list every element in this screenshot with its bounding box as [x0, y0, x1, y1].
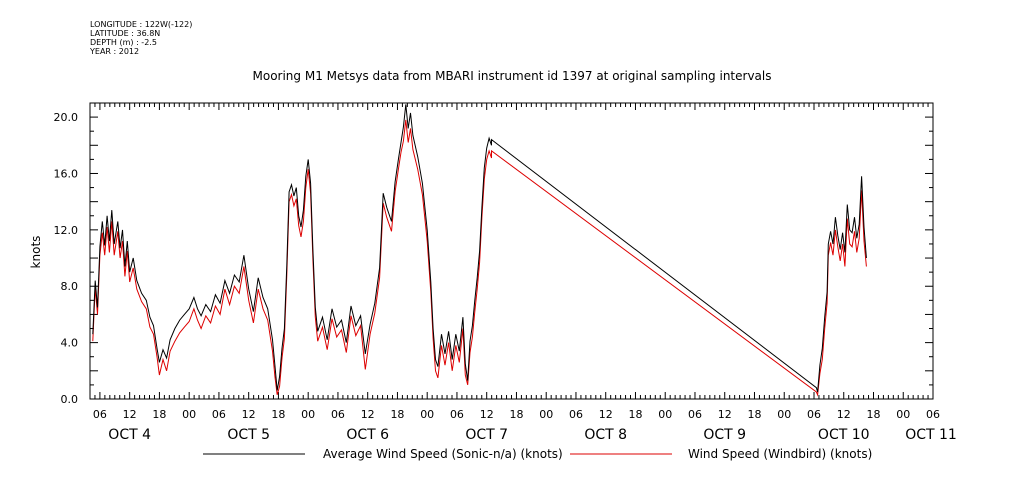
- x-hour-label: 06: [450, 408, 464, 421]
- x-hour-label: 00: [658, 408, 672, 421]
- x-day-label: OCT 6: [346, 427, 389, 443]
- y-tick-label: 16.0: [54, 167, 79, 180]
- depth-label: DEPTH (m) : -2.5: [90, 38, 157, 47]
- x-hour-label: 18: [747, 408, 761, 421]
- x-hour-label: 00: [182, 408, 196, 421]
- x-hour-label: 06: [926, 408, 940, 421]
- x-hour-label: 00: [896, 408, 910, 421]
- metadata-block: LONGITUDE : 122W(-122) LATITUDE : 36.8N …: [90, 20, 192, 56]
- x-hour-label: 06: [807, 408, 821, 421]
- latitude-label: LATITUDE : 36.8N: [90, 29, 161, 38]
- x-day-label: OCT 5: [227, 427, 270, 443]
- y-tick-labels: 0.0 4.0 8.0 12.0 16.0 20.0: [54, 111, 79, 406]
- x-hour-label: 18: [271, 408, 285, 421]
- plot-frame: [89, 102, 934, 400]
- x-day-label: OCT 9: [703, 427, 746, 443]
- x-hour-label: 12: [837, 408, 851, 421]
- x-hour-label: 00: [539, 408, 553, 421]
- x-hour-label: 12: [123, 408, 137, 421]
- x-hour-label: 18: [866, 408, 880, 421]
- chart-title: Mooring M1 Metsys data from MBARI instru…: [253, 69, 772, 83]
- x-hour-label: 06: [331, 408, 345, 421]
- y-tick-label: 0.0: [61, 393, 79, 406]
- x-hour-label: 06: [212, 408, 226, 421]
- legend: Average Wind Speed (Sonic-n/a) (knots) W…: [203, 447, 872, 461]
- x-hour-label: 00: [301, 408, 315, 421]
- x-hour-label: 00: [420, 408, 434, 421]
- x-day-label: OCT 7: [465, 427, 508, 443]
- x-hour-label: 06: [688, 408, 702, 421]
- legend-label-average-wind: Average Wind Speed (Sonic-n/a) (knots): [323, 447, 563, 461]
- x-day-label: OCT 8: [584, 427, 627, 443]
- x-hour-label: 18: [628, 408, 642, 421]
- x-tick-labels: 06 12 18 00 06 12 18 00 06 12 18 00 06 12 18 00 06 12 18 00…: [93, 408, 957, 443]
- x-hour-label: 06: [93, 408, 107, 421]
- y-axis-label: knots: [29, 236, 43, 269]
- x-hour-label: 18: [152, 408, 166, 421]
- x-hour-label: 12: [718, 408, 732, 421]
- y-tick-label: 4.0: [61, 337, 79, 350]
- x-hour-label: 12: [361, 408, 375, 421]
- y-tick-label: 8.0: [61, 280, 79, 293]
- x-hour-label: 06: [569, 408, 583, 421]
- series-line-windbird: [92, 119, 867, 397]
- x-hour-label: 12: [480, 408, 494, 421]
- legend-label-windbird: Wind Speed (Windbird) (knots): [688, 447, 872, 461]
- y-tick-label: 20.0: [54, 111, 79, 124]
- longitude-label: LONGITUDE : 122W(-122): [90, 20, 193, 29]
- series-line-average-wind: [92, 104, 867, 393]
- x-hour-label: 18: [390, 408, 404, 421]
- x-hour-label: 12: [599, 408, 613, 421]
- x-hour-label: 00: [777, 408, 791, 421]
- x-day-label: OCT 4: [108, 427, 151, 443]
- y-tick-label: 12.0: [54, 224, 79, 237]
- x-day-label: OCT 10: [818, 427, 870, 443]
- x-hour-label: 12: [242, 408, 256, 421]
- data-series: [92, 104, 867, 397]
- x-day-label: OCT 11: [905, 427, 957, 443]
- x-hour-label: 18: [509, 408, 523, 421]
- year-label: YEAR : 2012: [90, 47, 140, 56]
- axis-ticks: [90, 102, 934, 400]
